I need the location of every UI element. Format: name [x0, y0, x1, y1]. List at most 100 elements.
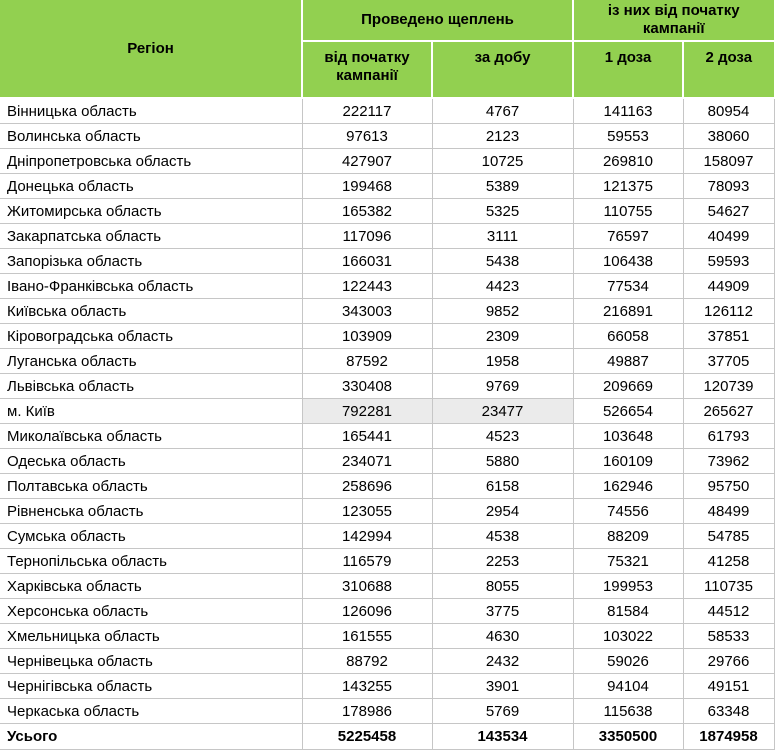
value-cell: 49887 — [572, 348, 684, 374]
value-cell: 4538 — [431, 523, 574, 549]
table-row: Черкаська область 178986 5769 115638 63348 — [0, 698, 775, 724]
region-cell: Херсонська область — [0, 598, 303, 624]
table-row: м. Київ 792281 23477 526654 265627 — [0, 398, 775, 424]
value-cell: 258696 — [301, 473, 433, 499]
value-cell: 123055 — [301, 498, 433, 524]
region-cell: Дніпропетровська область — [0, 148, 303, 174]
value-cell: 234071 — [301, 448, 433, 474]
region-cell: Черкаська область — [0, 698, 303, 724]
value-cell: 59593 — [682, 248, 775, 274]
value-cell: 63348 — [682, 698, 775, 724]
value-cell: 5769 — [431, 698, 574, 724]
region-cell: Житомирська область — [0, 198, 303, 224]
value-cell: 59553 — [572, 123, 684, 149]
value-cell: 6158 — [431, 473, 574, 499]
region-cell: Кіровоградська область — [0, 323, 303, 349]
region-cell: Вінницька область — [0, 97, 303, 124]
table-row: Чернігівська область 143255 3901 94104 49151 — [0, 673, 775, 699]
table-row: Одеська область 234071 5880 160109 73962 — [0, 448, 775, 474]
value-cell: 88209 — [572, 523, 684, 549]
region-cell: Чернігівська область — [0, 673, 303, 699]
value-cell: 37705 — [682, 348, 775, 374]
value-cell: 216891 — [572, 298, 684, 324]
table-row: Хмельницька область 161555 4630 103022 58533 — [0, 623, 775, 649]
value-cell: 110735 — [682, 573, 775, 599]
table-row: Вінницька область 222117 4767 141163 80954 — [0, 97, 775, 124]
table-row: Харківська область 310688 8055 199953 110735 — [0, 573, 775, 599]
table-row: Донецька область 199468 5389 121375 78093 — [0, 173, 775, 199]
table-row: Житомирська область 165382 5325 110755 54627 — [0, 198, 775, 224]
value-cell: 10725 — [431, 148, 574, 174]
table-row: Чернівецька область 88792 2432 59026 29766 — [0, 648, 775, 674]
column-header-dose-2: 2 доза — [682, 41, 775, 99]
value-cell: 5438 — [431, 248, 574, 274]
value-cell: 77534 — [572, 273, 684, 299]
region-cell: Львівська область — [0, 373, 303, 399]
value-cell: 110755 — [572, 198, 684, 224]
value-cell: 161555 — [301, 623, 433, 649]
total-label: Усього — [0, 723, 303, 750]
value-cell: 54785 — [682, 523, 775, 549]
value-cell: 95750 — [682, 473, 775, 499]
value-cell: 199953 — [572, 573, 684, 599]
region-cell: Сумська область — [0, 523, 303, 549]
value-cell: 343003 — [301, 298, 433, 324]
region-cell: Івано-Франківська область — [0, 273, 303, 299]
table-row: Запорізька область 166031 5438 106438 59593 — [0, 248, 775, 274]
value-cell: 4423 — [431, 273, 574, 299]
region-cell: Миколаївська область — [0, 423, 303, 449]
value-cell: 23477 — [431, 398, 574, 424]
total-value-cell: 143534 — [431, 723, 574, 750]
region-cell: Одеська область — [0, 448, 303, 474]
value-cell: 44909 — [682, 273, 775, 299]
value-cell: 310688 — [301, 573, 433, 599]
value-cell: 59026 — [572, 648, 684, 674]
value-cell: 160109 — [572, 448, 684, 474]
region-cell: Хмельницька область — [0, 623, 303, 649]
value-cell: 29766 — [682, 648, 775, 674]
total-row: Усього 5225458 143534 3350500 1874958 — [0, 723, 775, 750]
value-cell: 2253 — [431, 548, 574, 574]
value-cell: 5389 — [431, 173, 574, 199]
table-row: Волинська область 97613 2123 59553 38060 — [0, 123, 775, 149]
value-cell: 158097 — [682, 148, 775, 174]
value-cell: 126096 — [301, 598, 433, 624]
value-cell: 222117 — [301, 97, 433, 124]
value-cell: 106438 — [572, 248, 684, 274]
value-cell: 74556 — [572, 498, 684, 524]
value-cell: 526654 — [572, 398, 684, 424]
value-cell: 5880 — [431, 448, 574, 474]
value-cell: 9769 — [431, 373, 574, 399]
table-row: Львівська область 330408 9769 209669 120739 — [0, 373, 775, 399]
region-cell: Чернівецька область — [0, 648, 303, 674]
table-row: Кіровоградська область 103909 2309 66058 378… — [0, 323, 775, 349]
region-cell: Харківська область — [0, 573, 303, 599]
region-cell: Запорізька область — [0, 248, 303, 274]
column-header-region: Регіон — [0, 0, 303, 99]
value-cell: 103909 — [301, 323, 433, 349]
value-cell: 1958 — [431, 348, 574, 374]
value-cell: 4523 — [431, 423, 574, 449]
value-cell: 143255 — [301, 673, 433, 699]
value-cell: 78093 — [682, 173, 775, 199]
region-cell: Полтавська область — [0, 473, 303, 499]
total-value-cell: 5225458 — [301, 723, 433, 750]
value-cell: 116579 — [301, 548, 433, 574]
value-cell: 103022 — [572, 623, 684, 649]
value-cell: 2954 — [431, 498, 574, 524]
total-value-cell: 1874958 — [682, 723, 775, 750]
value-cell: 265627 — [682, 398, 775, 424]
column-header-per-day: за добу — [431, 41, 574, 99]
value-cell: 165441 — [301, 423, 433, 449]
column-header-dose-1: 1 доза — [572, 41, 684, 99]
region-cell: Волинська область — [0, 123, 303, 149]
value-cell: 97613 — [301, 123, 433, 149]
region-cell: Луганська область — [0, 348, 303, 374]
value-cell: 37851 — [682, 323, 775, 349]
value-cell: 4630 — [431, 623, 574, 649]
value-cell: 44512 — [682, 598, 775, 624]
table-row: Миколаївська область 165441 4523 103648 6179… — [0, 423, 775, 449]
value-cell: 209669 — [572, 373, 684, 399]
value-cell: 48499 — [682, 498, 775, 524]
